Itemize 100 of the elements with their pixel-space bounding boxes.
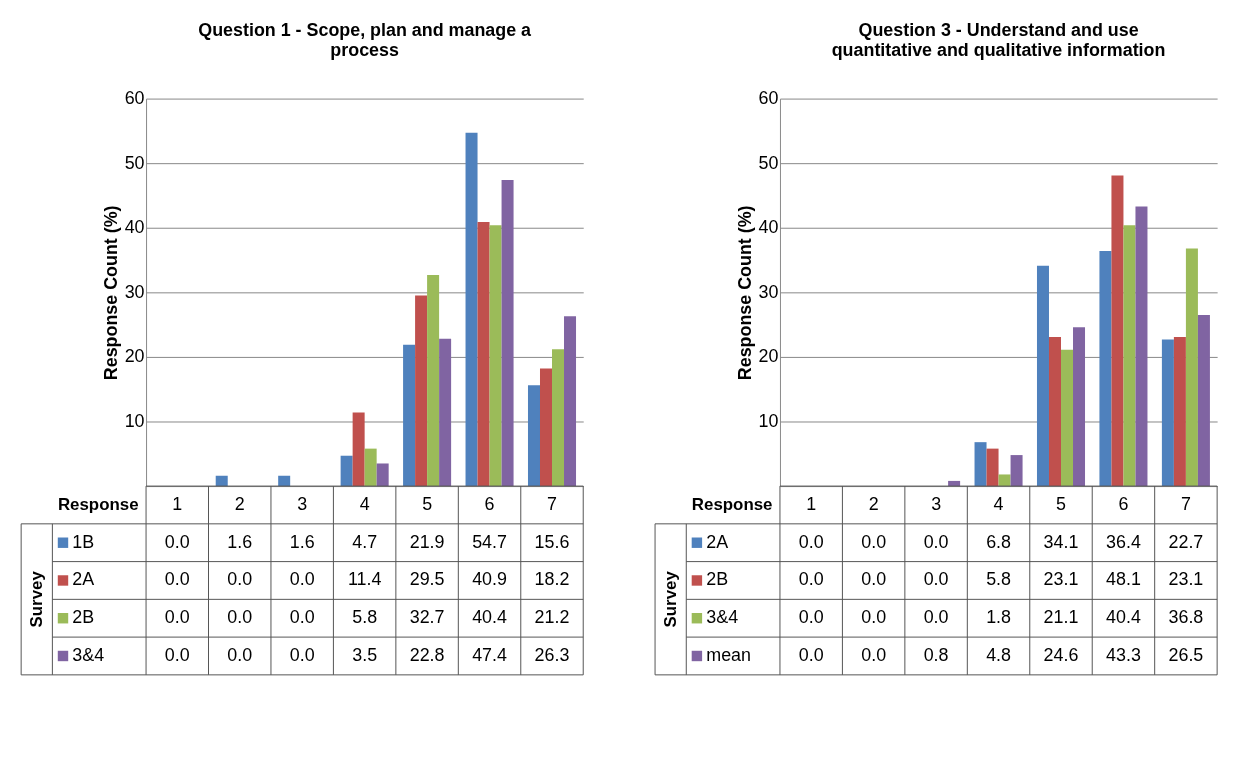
x-axis-title: Response [691,494,773,514]
bar [1111,175,1124,487]
data-label: 0.0 [798,607,824,628]
data-label: 5.8 [986,569,1012,590]
data-label: 1.6 [227,531,253,552]
chart-title: Question 3 - Understand and use quantitative and qualitative information [831,19,1166,60]
data-label: 4.8 [986,644,1012,665]
bar [427,274,440,487]
y-tick-label: 10 [124,410,145,431]
y-tick-label: 50 [758,152,779,173]
bar [527,385,540,487]
y-tick-label: 40 [124,217,145,238]
data-label: 22.8 [409,644,445,665]
bar [986,448,999,487]
bar [364,448,377,487]
y-tick-label: 60 [124,88,145,109]
x-tick-label: 5 [1056,493,1067,514]
legend-label: 2B [706,569,729,590]
data-label: 40.4 [1106,607,1141,628]
data-label: 34.1 [1043,531,1079,552]
y-tick-label: 20 [124,346,145,367]
legend-label: 2B [72,607,95,628]
data-label: 11.4 [347,569,382,590]
y-tick-label: 20 [758,346,779,367]
bar [1099,251,1112,487]
x-tick-label: 6 [484,493,495,514]
legend-label: 3&4 [72,644,105,665]
data-label: 47.4 [472,644,507,665]
bar [1048,336,1061,487]
bar [477,221,490,487]
bar [340,455,353,487]
data-label: 0.0 [861,569,887,590]
data-label: 6.8 [986,531,1012,552]
data-label: 43.3 [1106,644,1141,665]
bar [501,179,514,487]
bar [415,295,428,487]
bar [552,349,565,487]
data-label: 24.6 [1043,644,1079,665]
legend-label: mean [706,644,751,665]
bar [1073,327,1086,487]
y-tick-label: 50 [124,152,145,173]
data-label: 0.0 [289,569,315,590]
data-label: 32.7 [409,607,445,628]
data-label: 36.4 [1106,531,1141,552]
data-label: 26.3 [534,644,570,665]
bar [376,463,389,487]
data-label: 5.8 [352,607,378,628]
data-label: 15.6 [534,531,570,552]
bar [1036,265,1049,487]
bar [998,474,1011,487]
data-label: 54.7 [472,531,507,552]
data-label: 21.2 [534,607,570,628]
data-label: 1.8 [986,607,1012,628]
bar [1161,339,1174,487]
chart-title: Question 1 - Scope, plan and manage a process [198,19,533,60]
legend-label: 3&4 [706,607,739,628]
x-axis-title: Response [57,494,139,514]
x-tick-label: 6 [1118,493,1129,514]
data-label: 0.0 [227,644,253,665]
data-label: 0.0 [164,644,190,665]
x-tick-label: 2 [234,493,245,514]
data-label: 21.9 [409,531,445,552]
data-label: 1.6 [289,531,315,552]
x-tick-label: 1 [806,493,817,514]
bar [1123,225,1136,487]
y-tick-label: 10 [758,410,779,431]
bar [489,225,502,487]
bar [539,368,552,487]
x-tick-label: 2 [868,493,879,514]
data-label: 0.0 [164,531,190,552]
data-label: 0.0 [289,607,315,628]
data-label: 40.4 [472,607,507,628]
data-label: 48.1 [1106,569,1141,590]
data-label: 23.1 [1043,569,1079,590]
data-label: 0.0 [923,569,949,590]
bar [1061,349,1074,487]
data-label: 21.1 [1043,607,1079,628]
data-label: 0.0 [861,607,887,628]
data-label: 22.7 [1168,531,1204,552]
data-label: 0.0 [923,607,949,628]
y-tick-label: 40 [758,217,779,238]
bar [1185,248,1198,487]
data-label: 26.5 [1168,644,1204,665]
data-label: 4.7 [352,531,378,552]
data-label: 0.0 [923,531,949,552]
y-axis-title: Response Count (%) [100,205,121,381]
data-label: 0.0 [164,569,190,590]
x-tick-label: 4 [359,493,370,514]
legend-title: Survey [26,570,46,628]
bar [974,442,987,487]
data-label: 36.8 [1168,607,1204,628]
data-label: 0.0 [861,531,887,552]
legend-label: 2A [72,569,95,590]
x-tick-label: 3 [931,493,942,514]
bar [1135,206,1148,487]
y-tick-label: 30 [124,281,145,302]
bar [564,316,577,487]
legend-title: Survey [660,570,680,628]
data-label: 0.0 [798,569,824,590]
data-label: 0.0 [227,607,253,628]
